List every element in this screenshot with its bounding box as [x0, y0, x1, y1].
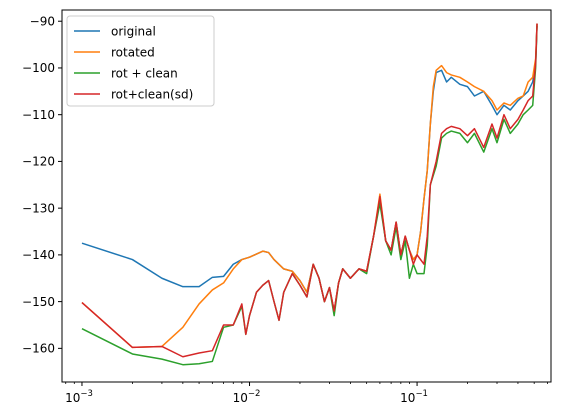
series-line-3 — [81, 23, 538, 358]
y-tick-label: −150 — [22, 295, 55, 309]
legend-box — [66, 15, 215, 107]
x-tick-label: 10−1 — [400, 389, 428, 405]
legend-label: rotated — [111, 45, 155, 59]
y-tick-label: −130 — [22, 201, 55, 215]
y-tick-label: −120 — [22, 155, 55, 169]
y-tick-label: −90 — [30, 15, 55, 29]
legend-label: original — [111, 24, 156, 38]
y-tick-label: −160 — [22, 342, 55, 356]
y-tick-label: −140 — [22, 248, 55, 262]
ticks-layer: 10−3 10−2 10−1 −90 −100 −110 −120 −130 −140 −150 −… — [22, 15, 548, 405]
y-tick-label: −100 — [22, 61, 55, 75]
legend: original rotated rot + clean rot+clean(sd) — [66, 15, 215, 107]
x-tick-label: 10−3 — [65, 389, 93, 405]
legend-label: rot + clean — [111, 66, 178, 80]
legend-label: rot+clean(sd) — [111, 87, 193, 101]
y-tick-label: −110 — [22, 108, 55, 122]
series-layer — [81, 23, 538, 366]
x-tick-label: 10−2 — [233, 389, 261, 405]
axes-frame — [61, 9, 552, 383]
